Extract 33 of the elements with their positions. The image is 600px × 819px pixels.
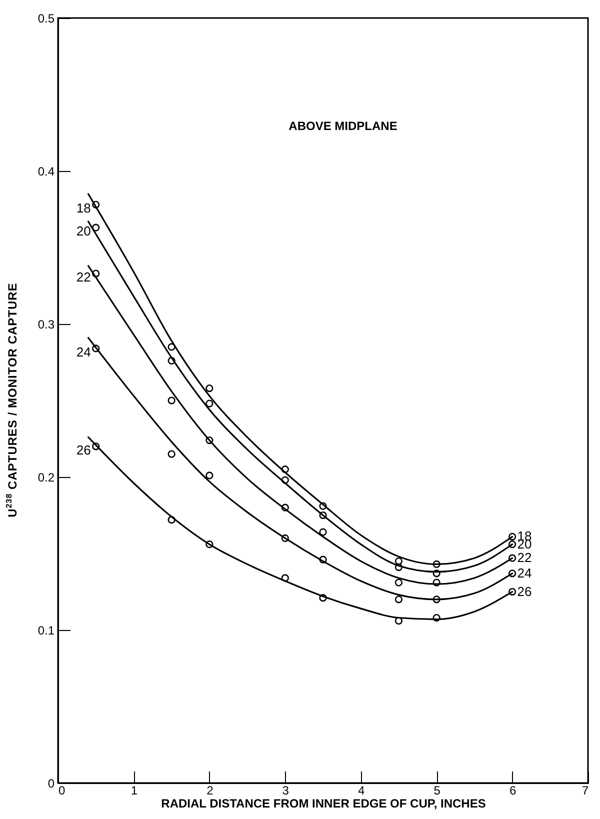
point — [394, 578, 403, 586]
x-tick-label: 7 — [582, 784, 589, 798]
x-tick-label: 3 — [282, 784, 290, 798]
point — [168, 450, 176, 458]
x-tick-label: 5 — [434, 784, 441, 798]
point — [206, 384, 214, 392]
point — [394, 557, 403, 565]
point — [206, 472, 214, 480]
point — [206, 400, 214, 408]
annotation: ABOVE MIDPLANE — [288, 119, 398, 133]
point — [394, 596, 403, 604]
x-tick-label: 1 — [130, 784, 138, 798]
y-tick-label: 0.3 — [38, 318, 55, 332]
text: 20 — [76, 224, 91, 239]
x-tick-label: 2 — [206, 784, 214, 798]
x-axis-title: RADIAL DISTANCE FROM INNER EDGE OF CUP, INCHES — [161, 796, 486, 810]
point — [92, 224, 100, 232]
point — [319, 528, 327, 536]
y-tick-label: 0.1 — [38, 624, 55, 638]
text: 22 — [76, 270, 91, 285]
series-label: 24 — [517, 565, 532, 580]
point — [168, 396, 176, 404]
y-tick-label: 0.4 — [38, 164, 55, 178]
y-tick-label: 0.2 — [38, 470, 55, 484]
text: 24 — [76, 344, 91, 360]
text: 26 — [76, 442, 91, 458]
text: 18 — [76, 200, 91, 216]
y-tick-label: 0.5 — [38, 12, 55, 26]
series-label: 22 — [517, 550, 532, 566]
x-tick-label: 0 — [58, 784, 66, 798]
series-label: 26 — [517, 584, 532, 599]
x-tick-label: 6 — [509, 784, 516, 798]
x-tick-label: 4 — [358, 784, 366, 798]
